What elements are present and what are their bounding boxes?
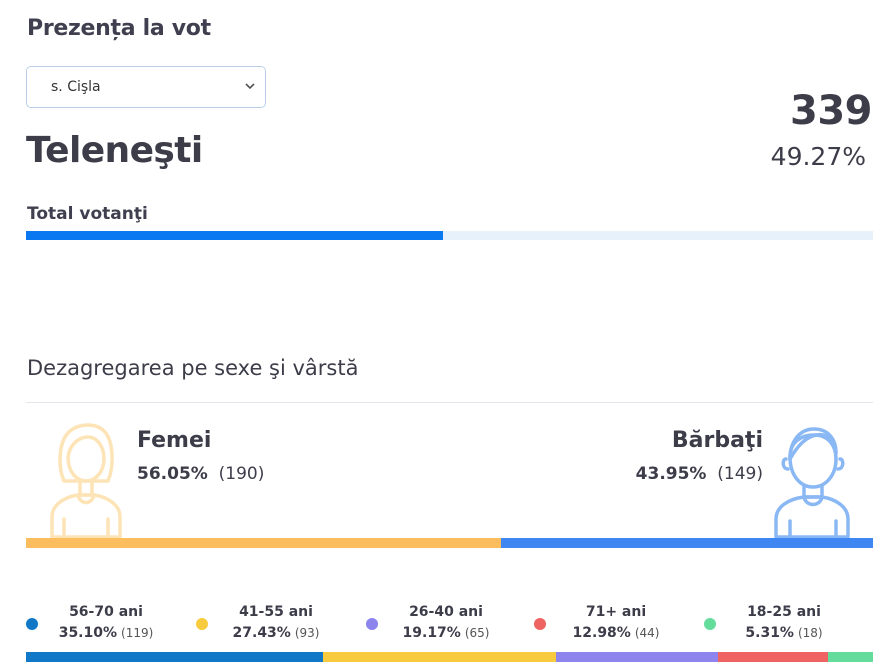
chevron-down-icon	[245, 83, 255, 90]
turnout-progress-fill	[26, 231, 444, 240]
turnout-count: 339	[790, 88, 873, 134]
district-name: Teleneşti	[26, 130, 203, 171]
locality-select-input[interactable]: s. Cişla	[27, 67, 265, 107]
age-group-percent: 19.17%	[402, 625, 461, 641]
female-stats: 56.05% (190)	[137, 464, 264, 484]
age-group-label: 18-25 ani	[747, 604, 821, 620]
age-group-count: (93)	[294, 626, 320, 640]
female-label: Femei	[137, 428, 212, 453]
age-group-stat: 5.31% (18)	[704, 625, 864, 641]
age-legend-item: 71+ ani 12.98% (44)	[536, 604, 696, 641]
age-bar-segment	[323, 652, 556, 662]
age-group-stat: 35.10% (119)	[26, 625, 186, 641]
age-group-stat: 12.98% (44)	[536, 625, 696, 641]
page-title: Prezența la vot	[27, 16, 211, 41]
female-person-icon	[50, 423, 122, 539]
female-percent: 56.05%	[137, 464, 208, 484]
age-legend-dot	[26, 618, 38, 630]
male-person-icon	[774, 427, 850, 539]
age-legend-dot	[704, 618, 716, 630]
age-legend-dot	[534, 618, 546, 630]
male-count: (149)	[717, 464, 763, 484]
age-legend-item: 41-55 ani 27.43% (93)	[196, 604, 356, 641]
age-bar-segment	[717, 652, 828, 662]
age-group-percent: 27.43%	[232, 625, 291, 641]
age-group-label: 26-40 ani	[409, 604, 483, 620]
female-bar-segment	[26, 538, 501, 548]
male-label: Bărbaţi	[671, 428, 763, 453]
gender-split-bar	[26, 538, 873, 548]
age-bar-segment	[827, 652, 873, 662]
age-group-count: (44)	[634, 626, 660, 640]
age-group-label: 41-55 ani	[239, 604, 313, 620]
turnout-percent: 49.27%	[770, 142, 866, 171]
age-group-count: (65)	[464, 626, 490, 640]
male-percent: 43.95%	[635, 464, 707, 484]
male-bar-segment	[500, 538, 873, 548]
male-stats: 43.95% (149)	[636, 464, 763, 484]
female-count: (190)	[218, 464, 265, 484]
age-group-count: (119)	[121, 626, 154, 640]
age-split-bar	[26, 652, 873, 662]
age-group-stat: 19.17% (65)	[366, 625, 526, 641]
age-legend-item: 26-40 ani 19.17% (65)	[366, 604, 526, 641]
age-legend-dot	[196, 618, 208, 630]
age-group-stat: 27.43% (93)	[196, 625, 356, 641]
age-group-percent: 5.31%	[745, 625, 794, 641]
locality-select[interactable]: s. Cişla	[26, 66, 266, 108]
total-voters-label: Total votanţi	[27, 204, 148, 224]
breakdown-title: Dezagregarea pe sexe şi vârstă	[27, 356, 359, 380]
age-bar-segment	[26, 652, 324, 662]
section-divider	[26, 402, 873, 403]
age-group-percent: 35.10%	[58, 625, 118, 641]
age-group-label: 56-70 ani	[69, 604, 143, 620]
age-legend-item: 56-70 ani 35.10% (119)	[26, 604, 186, 641]
age-legend-dot	[366, 618, 378, 630]
age-legend: 56-70 ani 35.10% (119) 41-55 ani 27.43% (93) 2…	[26, 604, 873, 652]
age-group-count: (18)	[797, 626, 823, 640]
turnout-progress-bar	[26, 231, 873, 240]
age-group-percent: 12.98%	[572, 625, 631, 641]
age-bar-segment	[555, 652, 718, 662]
age-group-label: 71+ ani	[585, 604, 647, 620]
age-legend-item: 18-25 ani 5.31% (18)	[704, 604, 864, 641]
